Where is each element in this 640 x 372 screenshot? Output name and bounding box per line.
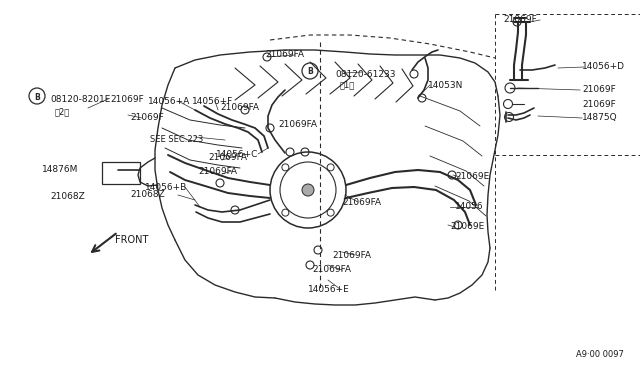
Text: 21068Z: 21068Z xyxy=(50,192,84,201)
Text: 21069FA: 21069FA xyxy=(312,265,351,274)
Circle shape xyxy=(302,63,318,79)
Text: 21069F: 21069F xyxy=(503,15,537,24)
Text: 14056+F: 14056+F xyxy=(192,97,233,106)
Text: 08120-8201E: 08120-8201E xyxy=(50,95,110,104)
Text: 21069FA: 21069FA xyxy=(278,120,317,129)
Text: 14056: 14056 xyxy=(455,202,484,211)
Circle shape xyxy=(29,88,45,104)
Text: B: B xyxy=(307,67,313,77)
Text: 21069FA: 21069FA xyxy=(208,153,247,162)
Circle shape xyxy=(302,184,314,196)
Text: 14056+C: 14056+C xyxy=(216,150,259,159)
Text: （2）: （2） xyxy=(55,107,70,116)
Text: 21069FA: 21069FA xyxy=(220,103,259,112)
Text: 21068Z: 21068Z xyxy=(130,190,164,199)
Text: SEE SEC.223: SEE SEC.223 xyxy=(150,135,204,144)
Text: B: B xyxy=(34,93,40,102)
Text: 21069FA: 21069FA xyxy=(265,50,304,59)
Text: 21069FA: 21069FA xyxy=(342,198,381,207)
Text: 21069F: 21069F xyxy=(130,113,164,122)
Text: 08120-61233: 08120-61233 xyxy=(335,70,396,79)
Text: 21069FA: 21069FA xyxy=(198,167,237,176)
Text: 14056+E: 14056+E xyxy=(308,285,349,294)
Text: 21069F: 21069F xyxy=(582,85,616,94)
Text: 21069F: 21069F xyxy=(582,100,616,109)
Text: 14056+B: 14056+B xyxy=(145,183,188,192)
Text: 14875Q: 14875Q xyxy=(582,113,618,122)
Text: 14053N: 14053N xyxy=(428,81,463,90)
Text: 14056+A: 14056+A xyxy=(148,97,190,106)
Text: 14056+D: 14056+D xyxy=(582,62,625,71)
Bar xyxy=(102,162,140,184)
Text: 21069F: 21069F xyxy=(110,95,144,104)
Text: 21069E: 21069E xyxy=(450,222,484,231)
Text: 14876M: 14876M xyxy=(42,165,78,174)
Text: 21069FA: 21069FA xyxy=(332,251,371,260)
Text: 、1）: 、1） xyxy=(340,80,355,89)
Text: A9·00 0097: A9·00 0097 xyxy=(576,350,624,359)
Text: 21069E: 21069E xyxy=(455,172,489,181)
Text: FRONT: FRONT xyxy=(115,235,148,245)
